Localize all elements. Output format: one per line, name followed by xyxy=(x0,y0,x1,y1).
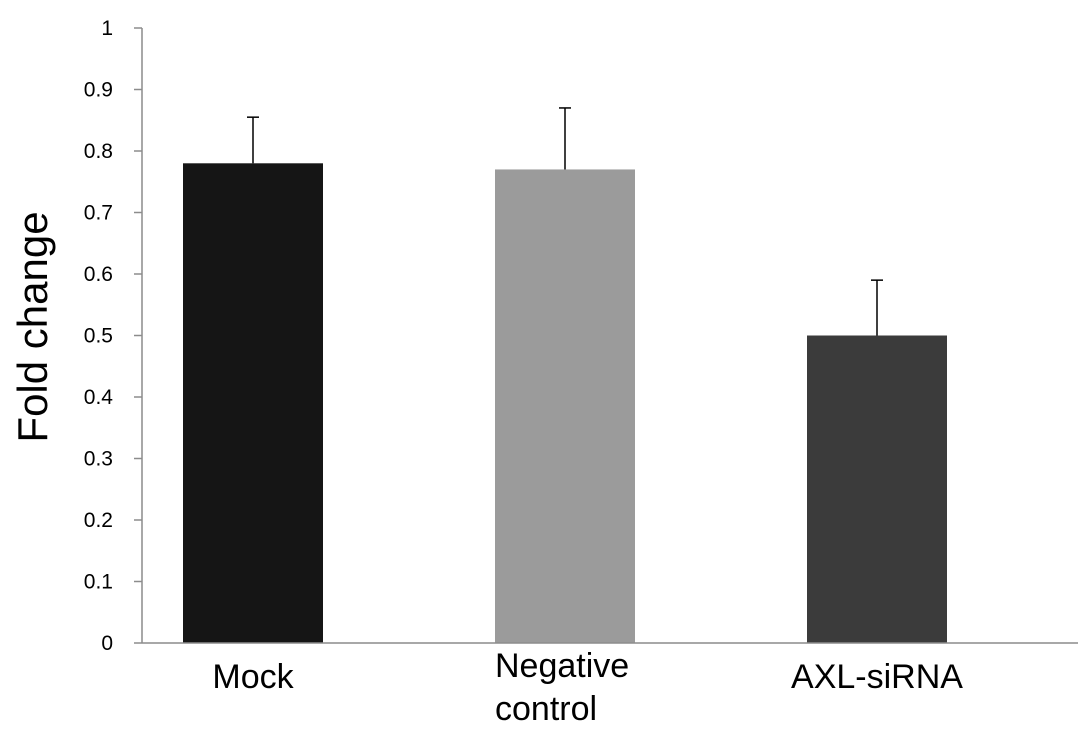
x-tick-label: Negative control xyxy=(495,647,629,728)
y-tick-label: 0.3 xyxy=(84,448,113,471)
y-tick-label: 0.5 xyxy=(84,325,113,348)
bar xyxy=(495,169,635,643)
bars xyxy=(183,163,947,644)
x-axis-category-labels: Mock Negative control AXL-siRNA xyxy=(212,647,963,728)
x-tick-label: Mock xyxy=(212,658,294,696)
bar xyxy=(183,163,323,644)
bar xyxy=(807,335,947,643)
error-bars xyxy=(247,107,883,336)
y-tick-label: 0.8 xyxy=(84,140,113,163)
y-tick-label: 1 xyxy=(101,17,113,40)
x-tick-label: AXL-siRNA xyxy=(791,658,963,696)
y-tick-label: 0.6 xyxy=(84,263,113,286)
y-tick-label: 0.2 xyxy=(84,509,113,532)
y-tick-label: 0 xyxy=(101,632,113,655)
y-tick-label: 0.9 xyxy=(84,79,113,102)
y-tick-label: 0.4 xyxy=(84,386,114,409)
y-axis-tick-labels: 0 0.1 0.2 0.3 0.4 0.5 0.6 0.7 0.8 0.9 1 xyxy=(84,17,114,655)
x-tick-label-line: Negative xyxy=(495,647,629,685)
y-axis-title: Fold change xyxy=(9,211,56,442)
x-tick-label-line: AXL-siRNA xyxy=(791,658,963,696)
x-tick-label-line: Mock xyxy=(212,658,294,696)
y-axis-ticks xyxy=(134,27,142,644)
y-tick-label: 0.1 xyxy=(84,571,113,594)
y-tick-label: 0.7 xyxy=(84,202,113,225)
x-tick-label-line: control xyxy=(495,690,597,728)
